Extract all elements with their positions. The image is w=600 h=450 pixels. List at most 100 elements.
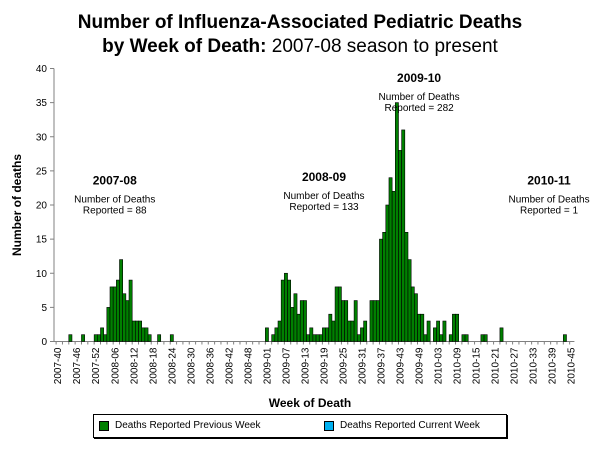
chart-title-bold: by Week of Death: [102, 36, 267, 57]
bar-2009-28 [350, 320, 355, 342]
bar-2010-08 [452, 313, 456, 342]
bar-2010-12 [464, 334, 469, 342]
bar-2010-02 [433, 327, 437, 342]
bar-2009-03 [271, 334, 276, 342]
bar-2009-07 [284, 272, 288, 342]
y-axis-title: Number of deaths [10, 154, 24, 256]
bar-2010-43 [563, 334, 567, 342]
bar-2008-08 [119, 259, 123, 342]
x-tick-label: 2009-07 [281, 347, 292, 384]
legend: Deaths Reported Previous Week Deaths Rep… [93, 414, 507, 438]
bar-2007-52 [93, 334, 98, 342]
y-tick-label: 25 [36, 166, 48, 177]
bar-2009-01 [265, 327, 269, 342]
bar-2009-23 [334, 286, 339, 342]
bar-2008-13 [135, 320, 139, 342]
bar-2009-19 [322, 327, 326, 342]
x-tick-label: 2008-48 [243, 347, 254, 384]
season-label-2009-10: 2009-10 [397, 71, 441, 85]
x-tick-label: 2008-24 [167, 347, 178, 384]
x-tick-label: 2010-15 [472, 347, 483, 384]
x-tick-label: 2009-43 [396, 347, 407, 384]
chart-title-rest: 2007-08 season to present [266, 36, 498, 57]
season-deaths-text: Number of Deaths [379, 92, 460, 103]
season-deaths-count: Reported = 282 [384, 103, 454, 114]
bar-2009-06 [280, 279, 285, 342]
season-annotations: 2007-08 Number of Deaths Reported = 88 2008… [74, 71, 589, 216]
bar-2009-29 [353, 300, 358, 342]
legend-swatch-previous-week [99, 420, 109, 431]
x-tick-label: 2008-36 [205, 347, 216, 384]
bar-2009-42 [395, 102, 399, 342]
bar-2008-04 [106, 307, 111, 342]
bar-2008-01 [97, 334, 101, 342]
bar-2009-05 [277, 320, 282, 342]
bar-2010-07 [448, 334, 453, 342]
bar-2008-06 [112, 286, 117, 342]
bar-2010-03 [436, 320, 440, 342]
bar-2009-13 [303, 300, 307, 342]
x-axis: 2007-40 2007-46 2007-52 2008-06 2008-12 2008-… [53, 341, 578, 384]
y-tick-label: 35 [36, 98, 48, 109]
bar-2009-32 [363, 320, 368, 342]
bar-2009-12 [299, 300, 304, 342]
bar-2008-17 [147, 334, 152, 342]
y-axis: 0 5 10 15 20 25 30 35 40 [36, 64, 55, 348]
y-tick-label: 15 [36, 235, 48, 246]
x-tick-label: 2008-42 [224, 347, 235, 384]
bar-2009-45 [404, 232, 409, 342]
bar-2008-07 [116, 279, 120, 342]
bar-2009-31 [360, 327, 364, 342]
x-tick-label: 2009-25 [339, 347, 350, 384]
y-tick-label: 0 [41, 337, 47, 348]
bar-2009-41 [391, 191, 396, 342]
bar-2009-27 [347, 320, 352, 342]
legend-label-current-week: Deaths Reported Current Week [340, 420, 480, 431]
bar-2007-48 [81, 334, 85, 342]
bar-2010-04 [439, 334, 444, 342]
x-tick-label: 2009-37 [377, 347, 388, 384]
bar-2009-24 [337, 286, 342, 342]
bar-2008-20 [157, 334, 162, 342]
season-label-2007-08: 2007-08 [93, 174, 137, 188]
bar-2008-15 [141, 327, 146, 342]
x-tick-label: 2010-27 [510, 347, 521, 384]
bar-2010-18 [483, 334, 488, 342]
season-deaths-text: Number of Deaths [508, 195, 589, 206]
legend-label-previous-week: Deaths Reported Previous Week [115, 420, 261, 431]
bar-2010-05 [442, 320, 447, 342]
bar-2008-10 [125, 300, 130, 342]
x-tick-label: 2010-45 [567, 347, 578, 384]
bar-2010-17 [480, 334, 485, 342]
season-deaths-count: Reported = 88 [83, 206, 147, 217]
bar-2009-50 [420, 313, 425, 342]
bar-2009-18 [318, 334, 323, 342]
bar-2009-48 [414, 293, 418, 342]
x-tick-label: 2009-01 [262, 347, 273, 384]
bar-2009-09 [290, 307, 295, 342]
bar-2008-14 [138, 320, 143, 342]
bar-2008-12 [131, 320, 136, 342]
x-tick-label: 2010-21 [491, 347, 502, 384]
bar-2008-05 [109, 286, 114, 342]
x-tick-label: 2010-33 [529, 347, 540, 384]
bar-2010-09 [455, 313, 460, 342]
legend-swatch-current-week [324, 420, 334, 431]
x-tick-label: 2008-12 [129, 347, 140, 384]
legend-item-current-week: Deaths Reported Current Week [324, 420, 480, 431]
bar-2009-14 [306, 334, 311, 342]
bar-2008-24 [169, 334, 174, 342]
bar-2009-39 [385, 204, 390, 342]
bar-2009-04 [274, 327, 279, 342]
bar-2009-15 [309, 327, 314, 342]
bar-2009-43 [398, 150, 402, 342]
bar-2009-30 [356, 334, 361, 342]
bar-2009-10 [293, 293, 298, 342]
x-tick-label: 2010-09 [453, 347, 464, 384]
chart-title-line1: Number of Influenza-Associated Pediatric… [77, 12, 523, 33]
bar-2009-37 [379, 238, 383, 342]
season-label-2008-09: 2008-09 [302, 170, 346, 184]
x-tick-label: 2010-39 [548, 347, 559, 384]
bar-2009-08 [287, 279, 291, 342]
bar-2009-11 [296, 313, 301, 342]
